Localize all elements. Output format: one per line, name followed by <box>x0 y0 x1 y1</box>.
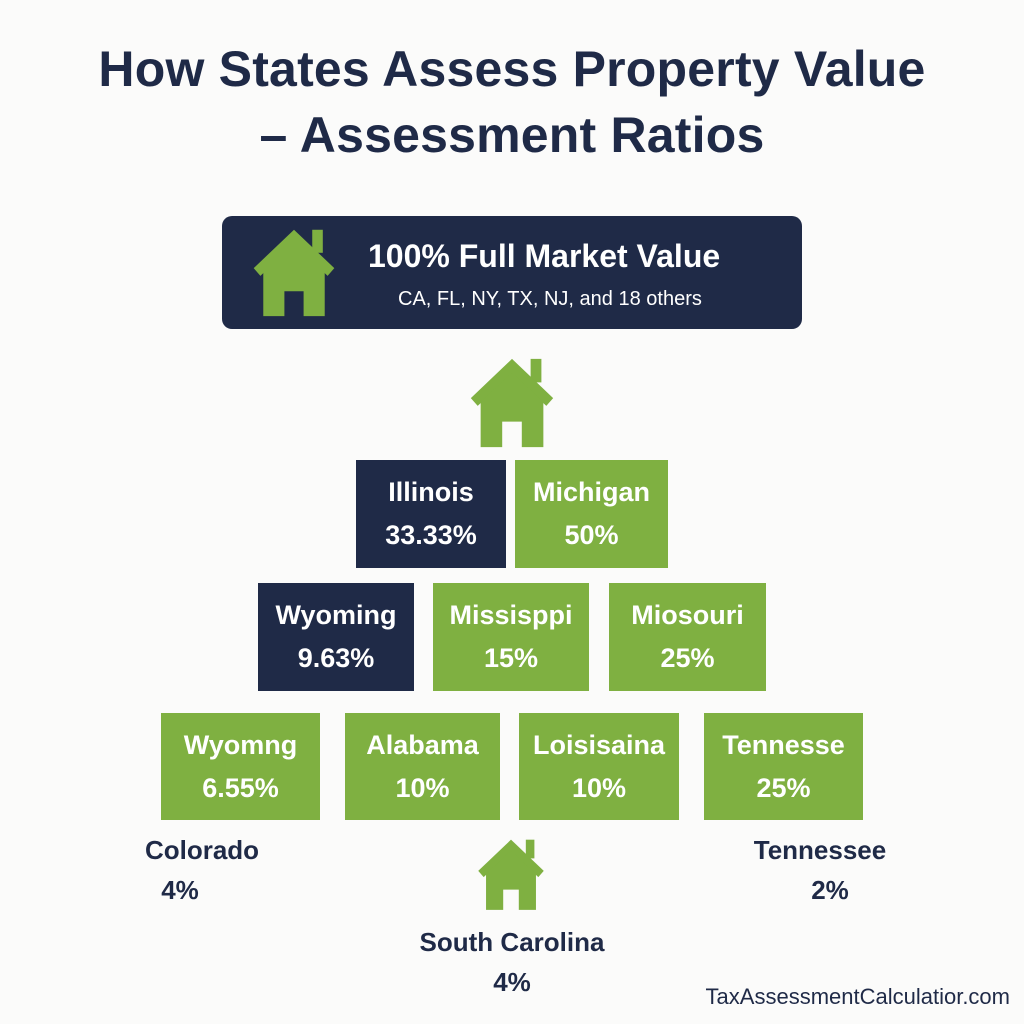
state-ratio: 10% <box>571 772 627 803</box>
state-ratio: 10% <box>395 772 450 803</box>
state-box-tennessee: Tennesse 25% <box>704 713 863 820</box>
state-ratio: 25% <box>660 643 715 673</box>
footer-website: TaxAssessmentCalculatior.com <box>705 984 1010 1009</box>
state-name: Illinois <box>388 477 474 507</box>
state-box-missouri: Miosouri 25% <box>609 583 766 691</box>
state-label-south-carolina: South Carolina 4% <box>392 922 632 1002</box>
banner-title: 100% Full Market Value <box>368 238 721 274</box>
state-label-colorado: Colorado 4% <box>120 830 284 910</box>
state-name: Colorado <box>144 835 260 865</box>
state-ratio: 50% <box>564 520 619 550</box>
state-ratio: 6.55% <box>202 772 279 803</box>
state-ratio: 4% <box>493 967 531 997</box>
state-name: Missisppi <box>449 600 573 630</box>
house-icon <box>242 224 346 320</box>
state-name: Wyoming <box>275 600 397 630</box>
banner-subtitle: CA, FL, NY, TX, NJ, and 18 others <box>398 288 702 310</box>
state-name: South Carolina <box>419 927 605 957</box>
state-ratio: 9.63% <box>297 643 375 673</box>
state-name: Miosouri <box>631 600 744 630</box>
state-name: Michigan <box>532 477 650 507</box>
state-box-wyoming-2: Wyomng 6.55% <box>161 713 320 820</box>
state-name: Tennesse <box>722 729 845 760</box>
state-name: Wyomng <box>183 729 298 760</box>
house-icon <box>458 353 566 451</box>
state-label-tennessee: Tennessee 2% <box>730 830 910 910</box>
state-ratio: 2% <box>811 875 849 905</box>
state-box-louisiana: Loisisaina 10% <box>519 713 679 820</box>
full-market-value-banner: 100% Full Market Value CA, FL, NY, TX, N… <box>222 216 802 329</box>
state-ratio: 25% <box>756 772 811 803</box>
state-box-mississippi: Missisppi 15% <box>433 583 589 691</box>
state-box-alabama: Alabama 10% <box>345 713 500 820</box>
state-name: Alabama <box>366 729 479 760</box>
state-ratio: 4% <box>161 875 199 905</box>
state-ratio: 15% <box>483 643 539 673</box>
state-name: Tennessee <box>753 835 887 865</box>
state-box-wyoming: Wyoming 9.63% <box>258 583 414 691</box>
house-icon <box>468 835 554 913</box>
state-box-illinois: Illinois 33.33% <box>356 460 506 568</box>
state-name: Loisisaina <box>532 729 666 760</box>
state-box-michigan: Michigan 50% <box>515 460 668 568</box>
page-title: How States Assess Property Value <box>98 41 926 97</box>
page-title-line2: – Assessment Ratios <box>259 107 765 163</box>
state-ratio: 33.33% <box>385 520 477 550</box>
